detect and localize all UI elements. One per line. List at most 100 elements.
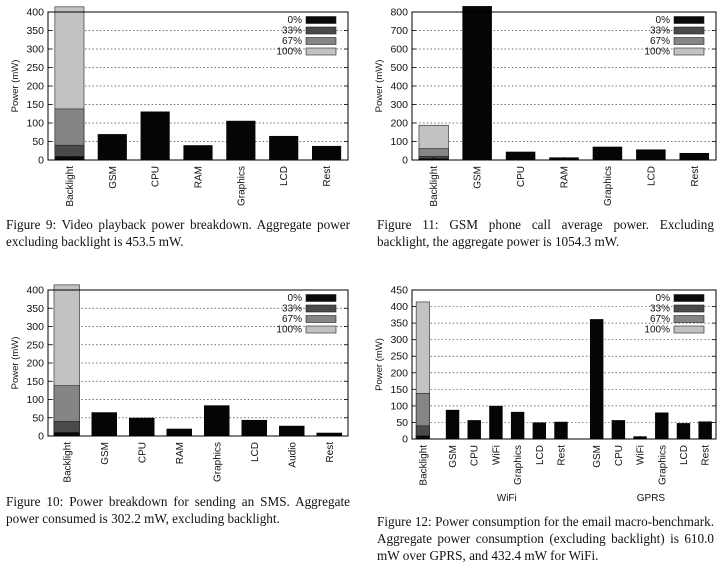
x-tick-label: Backlight (429, 166, 440, 207)
y-tick-label: 50 (396, 417, 408, 429)
bar-cpu (129, 417, 155, 436)
y-tick-label: 200 (26, 81, 44, 93)
x-tick-label: LCD (679, 445, 690, 465)
plot-frame (47, 11, 349, 161)
plot-frame (411, 289, 717, 440)
x-tick-label: RAM (194, 166, 205, 188)
legend-swatch (673, 315, 705, 323)
legend-label: 0% (288, 293, 303, 304)
y-tick-label: 250 (390, 351, 408, 363)
legend-label: 67% (650, 36, 670, 47)
bar-graphics (204, 405, 230, 436)
x-tick-label: Backlight (65, 166, 76, 207)
legend-swatch (305, 47, 337, 56)
figure-12-chart: 0 50 100 150 200 250 300 350 400 450 Power (mW) Bac… (366, 280, 720, 508)
legend-label: 67% (282, 314, 302, 325)
bar-rest (554, 421, 568, 439)
figure-9-chart: 0 50 100 150 200 250 300 350 400 Power (mW) Backli… (0, 2, 352, 210)
y-tick-label: 0 (38, 431, 44, 443)
y-tick-label: 350 (26, 303, 44, 315)
legend-label: 100% (276, 325, 302, 336)
legend-label: 0% (656, 293, 671, 304)
bar-ram (183, 145, 213, 160)
y-axis-label: Power (mW) (10, 60, 21, 113)
group-label: WiFi (497, 493, 517, 504)
bar-gsm (91, 412, 117, 436)
x-tick-label: Graphics (236, 166, 247, 206)
y-tick-label: 100 (390, 136, 408, 148)
bar-wifi (489, 405, 503, 439)
x-tick-label: Graphics (513, 445, 524, 485)
bar-ram (166, 428, 192, 436)
x-tick-label: LCD (250, 442, 261, 462)
bar-gsm (445, 409, 460, 439)
x-tick-label: Rest (557, 445, 568, 466)
y-tick-label: 400 (390, 301, 408, 313)
y-tick-label: 100 (390, 400, 408, 412)
bar-rest (698, 421, 712, 439)
plot-frame (47, 289, 349, 437)
y-tick-label: 0 (402, 434, 408, 446)
legend-label: 33% (650, 26, 670, 37)
bar-cpu (140, 111, 170, 160)
bar-lcd (636, 149, 666, 160)
x-tick-label: GSM (108, 166, 119, 189)
legend-label: 100% (644, 47, 670, 58)
bar-gsm (589, 319, 604, 439)
y-tick-label: 350 (26, 25, 44, 37)
legend-swatch (305, 304, 337, 313)
x-tick-label: GSM (473, 166, 484, 189)
chart-svg: 0 100 200 300 400 500 600 700 800 Power (mW) Backl… (374, 6, 717, 207)
y-tick-label: 50 (32, 412, 44, 424)
x-tick-label: LCD (279, 166, 290, 186)
bar-lcd (676, 423, 691, 439)
group-label: GPRS (637, 493, 666, 504)
y-tick-label: 800 (390, 7, 408, 19)
bar-lcd (269, 135, 299, 160)
x-tick-label: WiFi (636, 445, 647, 465)
bar-gsm (462, 6, 492, 160)
legend-label: 67% (650, 314, 670, 325)
legend-swatch (673, 16, 705, 24)
y-tick-label: 500 (390, 62, 408, 74)
bar-lcd (241, 419, 267, 436)
x-tick-label: Rest (701, 445, 712, 466)
bar-gsm (97, 134, 127, 160)
y-tick-label: 50 (32, 136, 44, 148)
y-tick-label: 200 (26, 358, 44, 370)
x-tick-label: GSM (448, 445, 459, 468)
bar-graphics (510, 411, 525, 439)
x-tick-label: RAM (560, 166, 571, 188)
bar-cpu (611, 420, 626, 439)
y-tick-label: 250 (26, 339, 44, 351)
x-tick-label: CPU (470, 445, 481, 466)
x-tick-label: CPU (614, 445, 625, 466)
x-tick-label: Graphics (657, 445, 668, 485)
x-tick-label: Rest (690, 166, 701, 187)
figure-12-caption: Figure 12: Power consumption for the ema… (377, 514, 714, 563)
y-tick-label: 300 (390, 99, 408, 111)
y-tick-label: 300 (26, 44, 44, 56)
legend-swatch (673, 294, 705, 302)
legend-swatch (673, 325, 705, 334)
x-tick-label: Audio (287, 442, 298, 468)
legend-label: 100% (644, 325, 670, 336)
legend-label: 67% (282, 36, 302, 47)
chart-svg: 0 50 100 150 200 250 300 350 400 Power (mW) Backli… (10, 285, 349, 483)
y-tick-label: 0 (402, 155, 408, 167)
y-tick-label: 450 (390, 285, 408, 297)
y-tick-label: 150 (26, 376, 44, 388)
legend-swatch (673, 26, 705, 35)
x-tick-label: CPU (151, 166, 162, 187)
legend-swatch (305, 325, 337, 334)
bar-cpu (505, 151, 536, 160)
x-tick-label: GSM (100, 442, 111, 465)
legend-label: 0% (288, 15, 303, 26)
y-tick-label: 100 (26, 118, 44, 130)
figure-10-caption: Figure 10: Power breakdown for sending a… (6, 494, 350, 526)
x-tick-label: Graphics (212, 442, 223, 482)
y-axis-label: Power (mW) (374, 338, 385, 391)
y-tick-label: 700 (390, 25, 408, 37)
chart-svg: 0 50 100 150 200 250 300 350 400 450 Power (mW) Bac… (374, 285, 717, 504)
y-tick-label: 150 (26, 99, 44, 111)
